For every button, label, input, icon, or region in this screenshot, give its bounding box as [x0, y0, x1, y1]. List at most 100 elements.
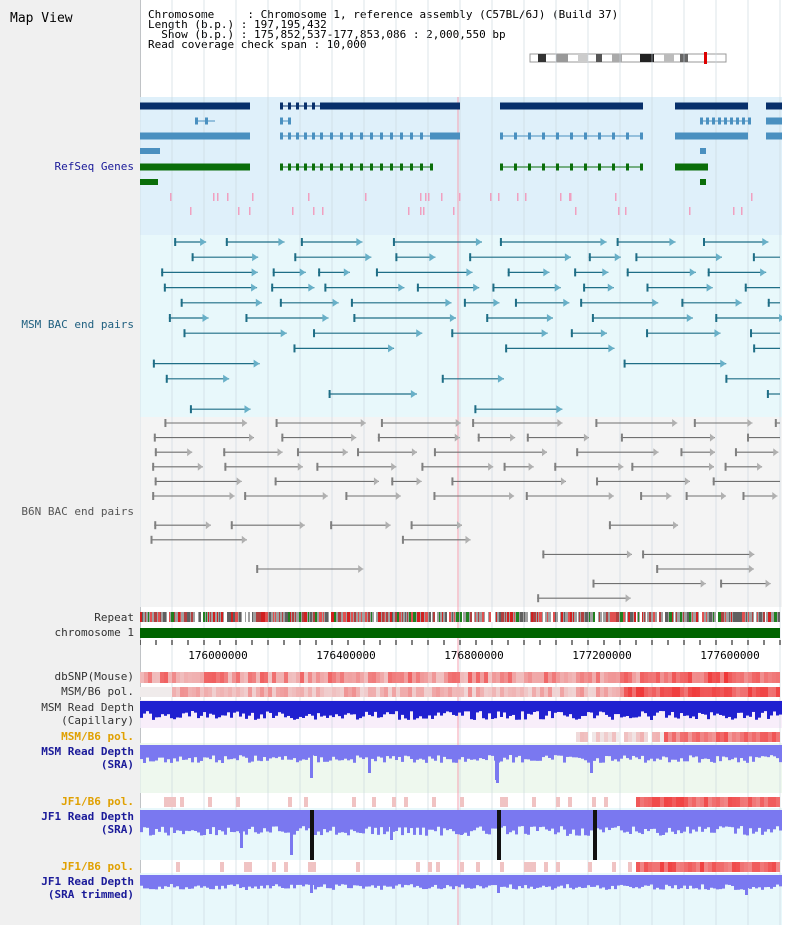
depth-bar: [497, 701, 500, 712]
heat-cell: [604, 797, 608, 807]
bac-end-arrow: [332, 298, 339, 307]
depth-bar: [251, 701, 254, 713]
bac-end-arrow: [773, 448, 779, 457]
repeat-element: [696, 612, 698, 622]
heat-cell: [292, 672, 296, 683]
depth-bar: [152, 745, 155, 762]
heat-cell: [308, 687, 312, 697]
depth-bar: [284, 745, 287, 757]
heat-cell: [620, 687, 624, 697]
depth-bar: [326, 810, 329, 833]
depth-bar: [698, 875, 701, 890]
depth-bar: [386, 701, 389, 713]
heat-cell: [252, 687, 256, 697]
depth-bar: [725, 810, 728, 827]
depth-bar: [269, 745, 272, 759]
depth-bar: [299, 875, 302, 885]
depth-bar: [704, 745, 707, 759]
depth-bar: [296, 875, 299, 885]
depth-bar: [473, 875, 476, 889]
depth-bar: [449, 745, 452, 760]
heat-cell: [460, 797, 464, 807]
heat-cell: [344, 672, 348, 683]
track-canvas[interactable]: [140, 0, 782, 925]
depth-bar: [425, 701, 428, 719]
depth-bar: [173, 875, 176, 888]
depth-bar: [494, 875, 497, 886]
depth-bar: [428, 701, 431, 716]
gene-exon: [288, 117, 291, 125]
heat-cell: [528, 862, 532, 872]
bac-end-marker: [161, 268, 164, 277]
depth-bar: [503, 875, 506, 887]
b6n-bac-pairs[interactable]: [150, 419, 782, 603]
gene-exon: [700, 179, 706, 185]
depth-bar: [521, 810, 524, 827]
heat-cell: [736, 672, 740, 683]
heat-cell: [592, 732, 596, 742]
depth-bar: [512, 745, 515, 763]
depth-bar: [590, 701, 593, 713]
bac-end-arrow: [493, 298, 500, 307]
refseq-mark: [292, 207, 294, 215]
bac-end-arrow: [560, 477, 566, 486]
heat-cell: [164, 797, 168, 807]
heat-cell: [308, 862, 312, 872]
depth-bar: [284, 701, 287, 718]
repeat-element: [210, 612, 211, 622]
bac-end-arrow: [714, 329, 721, 338]
depth-bar: [437, 745, 440, 756]
heat-cell: [700, 672, 704, 683]
depth-bar: [164, 701, 167, 716]
axis-tick-label: 176000000: [188, 649, 248, 662]
depth-bar: [434, 810, 437, 832]
repeat-element: [553, 612, 556, 622]
bac-end-marker: [330, 521, 333, 530]
repeat-element: [431, 612, 432, 622]
heat-cell: [660, 862, 664, 872]
depth-bar: [335, 810, 338, 835]
refseq-genes[interactable]: [140, 102, 782, 216]
gene-exon: [370, 132, 373, 140]
depth-spike: [745, 875, 748, 895]
depth-bar: [704, 810, 707, 829]
depth-bar: [428, 745, 431, 757]
depth-bar: [560, 810, 563, 827]
depth-bar: [188, 745, 191, 759]
heat-tracks: [140, 672, 780, 872]
depth-bar: [434, 701, 437, 716]
depth-spike: [460, 810, 463, 835]
heat-cell: [764, 862, 768, 872]
depth-bar: [392, 875, 395, 889]
heat-cell: [508, 672, 512, 683]
depth-bar: [572, 875, 575, 890]
depth-bar: [353, 701, 356, 715]
gene-exon: [288, 163, 291, 171]
bac-end-marker: [744, 283, 747, 292]
heat-cell: [692, 672, 696, 683]
bac-end-marker: [507, 268, 510, 277]
heat-cell: [348, 672, 352, 683]
depth-bar: [410, 745, 413, 759]
heat-cell: [708, 687, 712, 697]
repeat-element: [256, 612, 259, 622]
depth-bar: [479, 745, 482, 759]
depth-bar: [692, 745, 695, 758]
heat-cell: [736, 862, 740, 872]
info-chromosome: Chromosome : Chromosome 1, reference ass…: [148, 8, 619, 21]
heat-cell: [708, 797, 712, 807]
repeat-element: [433, 612, 435, 622]
msm-bac-pairs[interactable]: [152, 238, 782, 414]
gene-exon: [712, 117, 715, 125]
gene-exon: [598, 163, 601, 171]
refseq-mark: [308, 193, 310, 201]
gene-exon: [675, 163, 708, 171]
repeat-element: [638, 612, 639, 622]
bac-end-arrow: [410, 390, 417, 398]
depth-bar: [644, 810, 647, 829]
bac-end-arrow: [625, 594, 631, 603]
heat-cell: [760, 687, 764, 697]
depth-bar: [269, 810, 272, 833]
depth-bar: [608, 745, 611, 757]
repeat-element: [683, 612, 684, 622]
